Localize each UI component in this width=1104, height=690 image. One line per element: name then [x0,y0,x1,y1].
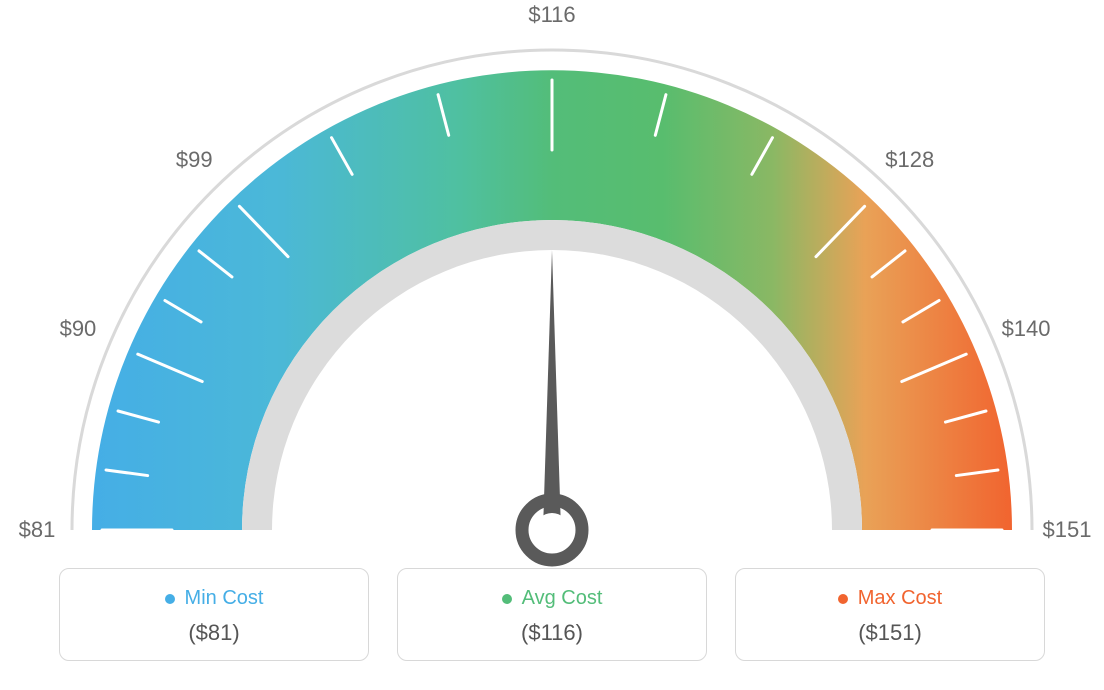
gauge-tick-label: $151 [1043,517,1092,543]
min-dot-icon [165,594,175,604]
avg-cost-label: Avg Cost [522,587,603,610]
gauge-tick-label: $99 [176,147,213,173]
min-cost-card: Min Cost ($81) [59,568,369,661]
min-cost-title: Min Cost [165,587,264,610]
max-cost-title: Max Cost [838,587,942,610]
avg-cost-title: Avg Cost [502,587,603,610]
gauge-svg [0,20,1104,580]
gauge-chart: $81 $90 $99 $116 $128 $140 $151 [0,0,1104,560]
avg-cost-card: Avg Cost ($116) [397,568,707,661]
max-dot-icon [838,594,848,604]
max-cost-label: Max Cost [858,587,942,610]
gauge-tick-label: $81 [19,517,56,543]
cost-cards: Min Cost ($81) Avg Cost ($116) Max Cost … [0,568,1104,661]
gauge-tick-label: $140 [1002,316,1051,342]
gauge-tick-label: $116 [528,2,575,28]
min-cost-label: Min Cost [185,587,264,610]
min-cost-value: ($81) [60,620,368,646]
avg-cost-value: ($116) [398,620,706,646]
gauge-tick-label: $128 [885,147,934,173]
max-cost-card: Max Cost ($151) [735,568,1045,661]
gauge-tick-label: $90 [60,316,97,342]
avg-dot-icon [502,594,512,604]
max-cost-value: ($151) [736,620,1044,646]
